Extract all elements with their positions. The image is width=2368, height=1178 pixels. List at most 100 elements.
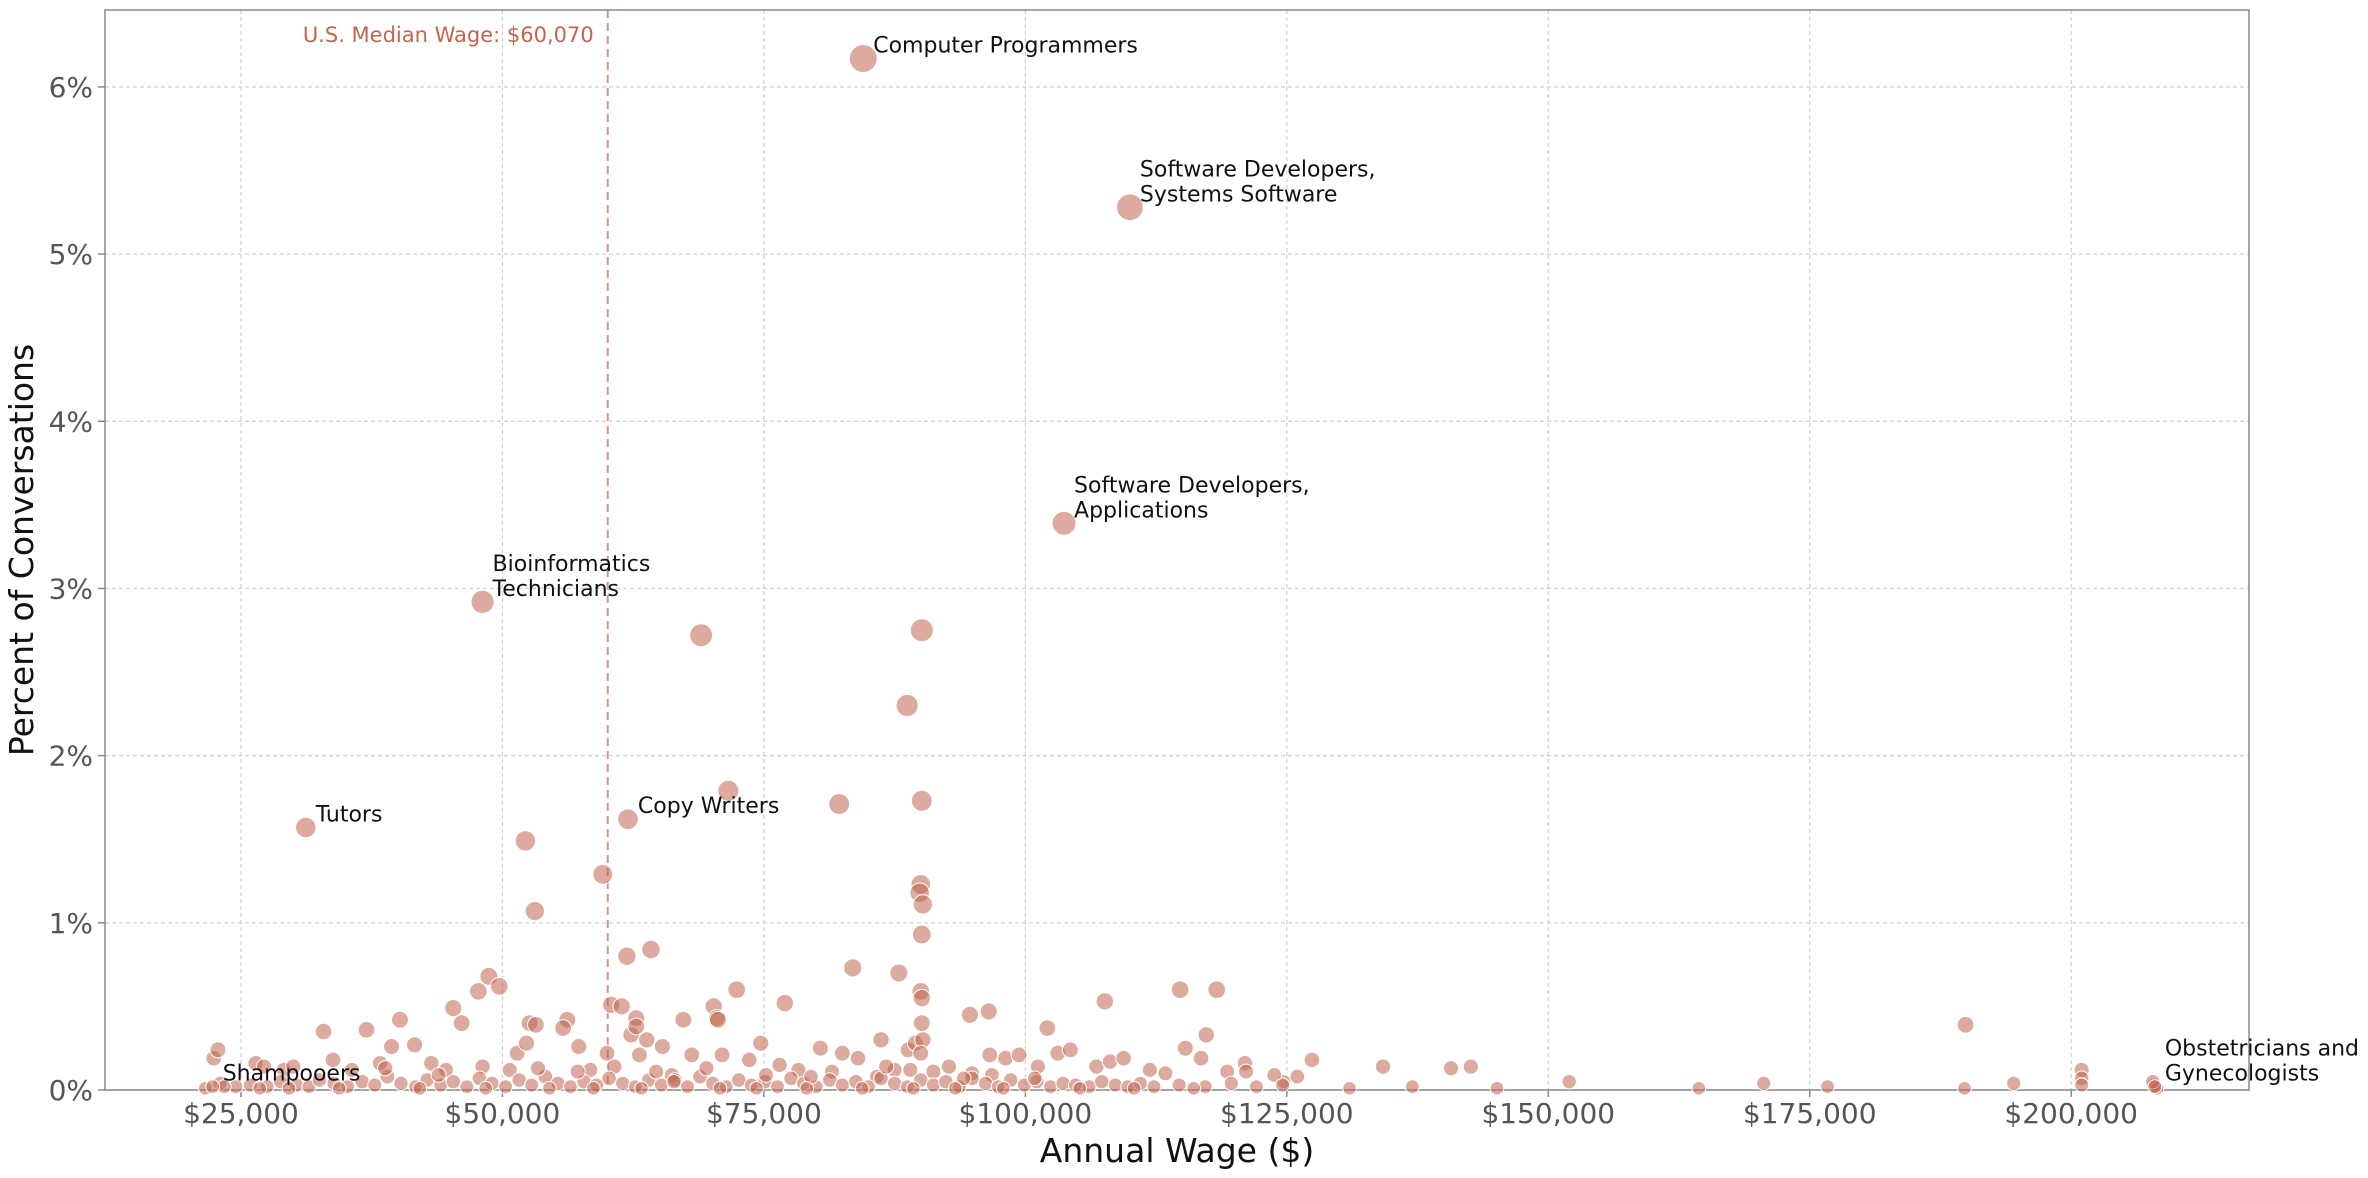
data-point bbox=[940, 1058, 958, 1075]
data-point bbox=[627, 1017, 646, 1036]
data-point bbox=[925, 1063, 942, 1080]
y-tick-label: 0% bbox=[49, 1074, 93, 1107]
data-point bbox=[799, 1081, 815, 1096]
data-point bbox=[1238, 1063, 1255, 1080]
x-tick-label: $125,000 bbox=[1220, 1097, 1354, 1130]
data-point bbox=[1342, 1081, 1357, 1096]
data-point bbox=[912, 894, 934, 915]
data-point bbox=[412, 1081, 428, 1096]
data-point bbox=[955, 1070, 972, 1087]
x-tick-label: $75,000 bbox=[706, 1097, 822, 1130]
data-point bbox=[612, 997, 631, 1016]
data-point bbox=[906, 1081, 921, 1096]
data-point bbox=[902, 1061, 919, 1078]
data-point bbox=[854, 1081, 870, 1096]
data-point bbox=[601, 1070, 617, 1087]
data-point bbox=[717, 779, 740, 802]
data-point bbox=[1561, 1073, 1577, 1090]
data-point bbox=[912, 1044, 930, 1062]
y-axis-title: Percent of Conversations bbox=[2, 344, 41, 756]
data-point bbox=[979, 1002, 998, 1021]
data-point bbox=[631, 1046, 648, 1064]
data-point bbox=[1275, 1077, 1291, 1093]
data-point bbox=[641, 939, 661, 960]
data-point bbox=[653, 1077, 669, 1093]
data-point bbox=[390, 1010, 409, 1029]
data-point bbox=[1223, 1075, 1239, 1091]
data-point bbox=[1126, 1081, 1142, 1096]
data-point bbox=[393, 1075, 409, 1091]
data-point bbox=[878, 1058, 895, 1075]
data-point bbox=[430, 1067, 447, 1083]
data-point bbox=[478, 1081, 493, 1096]
point-label: Copy Writers bbox=[638, 794, 779, 819]
data-point bbox=[1820, 1079, 1835, 1095]
data-point bbox=[2006, 1075, 2022, 1091]
x-axis-title: Annual Wage ($) bbox=[1040, 1131, 1314, 1170]
data-point bbox=[689, 623, 714, 648]
data-point bbox=[489, 976, 509, 996]
data-point bbox=[570, 1037, 588, 1056]
data-point bbox=[444, 998, 463, 1018]
data-point bbox=[285, 1058, 302, 1075]
point-label: Tutors bbox=[315, 803, 383, 828]
data-point bbox=[383, 1037, 401, 1056]
data-point bbox=[324, 1051, 342, 1069]
data-point bbox=[1171, 1077, 1187, 1093]
data-point bbox=[683, 1046, 701, 1064]
data-point bbox=[586, 1081, 601, 1096]
annotated-point bbox=[1116, 193, 1144, 222]
data-point bbox=[708, 1010, 727, 1029]
data-point bbox=[598, 1044, 616, 1062]
data-point bbox=[811, 1039, 829, 1057]
data-point bbox=[749, 1081, 764, 1096]
data-point bbox=[912, 988, 932, 1008]
y-tick-label: 2% bbox=[49, 740, 93, 773]
point-label: Systems Software bbox=[1140, 182, 1337, 207]
x-tick-label: $200,000 bbox=[2004, 1097, 2138, 1130]
data-point bbox=[311, 1072, 328, 1088]
annotated-point bbox=[848, 44, 878, 73]
x-axis-ticks: $25,000 $50,000 $75,000 $100,000 $125,000 $15… bbox=[183, 1090, 2138, 1130]
data-point bbox=[872, 1031, 890, 1049]
data-point bbox=[1061, 1041, 1079, 1059]
data-point bbox=[527, 1015, 545, 1034]
data-point bbox=[592, 863, 614, 885]
data-point bbox=[252, 1081, 268, 1096]
data-point bbox=[653, 1037, 671, 1056]
data-point bbox=[1756, 1075, 1772, 1091]
data-point bbox=[459, 1079, 475, 1095]
data-point bbox=[833, 1044, 851, 1062]
data-point bbox=[947, 1081, 963, 1096]
data-point bbox=[1010, 1046, 1028, 1064]
data-point bbox=[1207, 980, 1227, 1000]
data-point bbox=[981, 1046, 999, 1064]
data-point bbox=[680, 1079, 695, 1095]
data-point bbox=[498, 1079, 513, 1095]
data-point bbox=[1404, 1079, 1420, 1095]
data-point bbox=[978, 1075, 994, 1091]
x-tick-label: $50,000 bbox=[445, 1097, 561, 1130]
data-point bbox=[1956, 1015, 1975, 1034]
data-point bbox=[1197, 1026, 1216, 1044]
data-point bbox=[406, 1036, 424, 1054]
data-point bbox=[960, 1005, 979, 1024]
data-point bbox=[1055, 1075, 1071, 1091]
annotated-point bbox=[470, 589, 495, 614]
data-point bbox=[828, 793, 851, 816]
data-point bbox=[377, 1060, 394, 1077]
annotated-point bbox=[205, 1079, 221, 1095]
data-point bbox=[569, 1063, 586, 1080]
data-point bbox=[758, 1067, 774, 1083]
x-tick-label: $100,000 bbox=[959, 1097, 1093, 1130]
data-point bbox=[517, 1034, 536, 1052]
point-label: Software Developers, bbox=[1074, 473, 1310, 498]
data-point bbox=[887, 1075, 903, 1091]
data-point bbox=[996, 1081, 1011, 1096]
data-point bbox=[752, 1034, 770, 1052]
data-point bbox=[1043, 1079, 1058, 1095]
data-point bbox=[648, 1063, 665, 1080]
data-point bbox=[281, 1081, 297, 1096]
x-tick-label: $150,000 bbox=[1481, 1097, 1615, 1130]
